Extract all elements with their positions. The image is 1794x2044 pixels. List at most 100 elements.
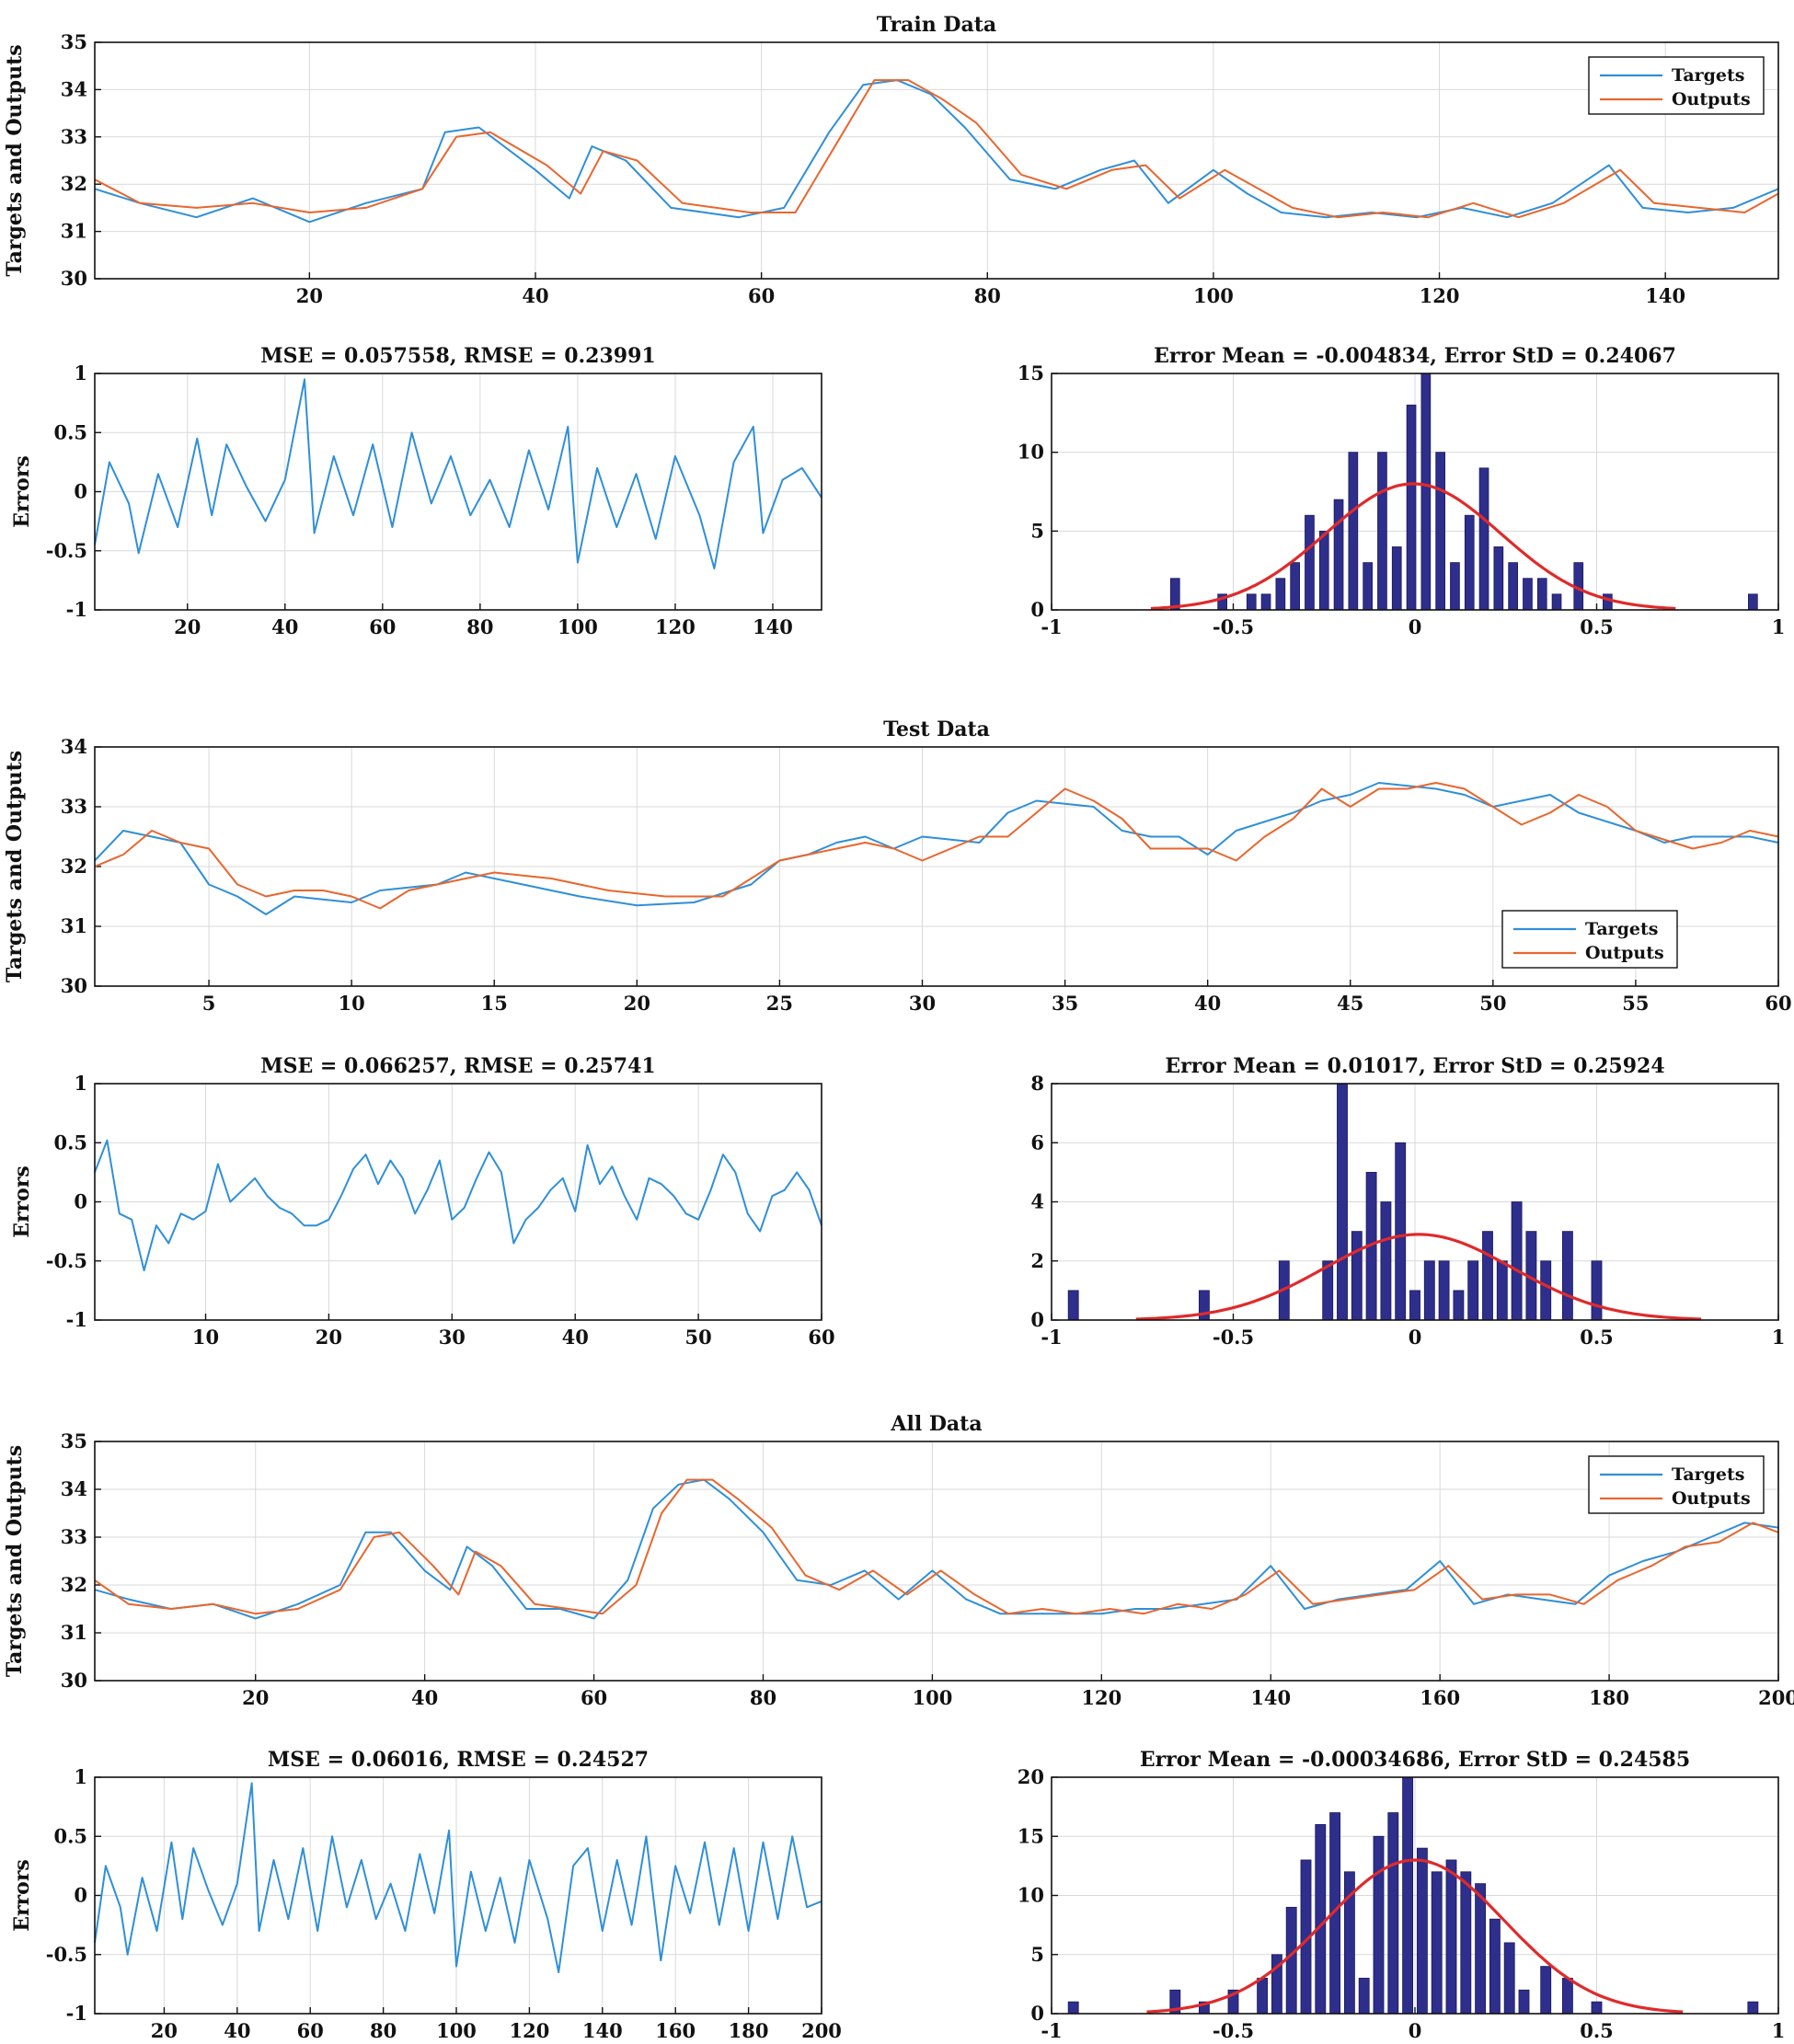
x-tick-label: 20	[316, 1326, 342, 1349]
y-tick-label: 0.5	[53, 1131, 87, 1154]
histogram-bar	[1551, 593, 1562, 611]
y-tick-label: 31	[61, 220, 87, 243]
legend-entry: Targets	[1585, 919, 1659, 939]
x-tick-label: 80	[466, 615, 493, 638]
legend-box	[1588, 56, 1765, 115]
histogram-bar	[1591, 1260, 1603, 1321]
x-tick-label: 10	[192, 1326, 219, 1349]
chart-test-series: 5 10 15 20 25 30 35 40 45 50 55 60 30 31 32 33 34 Test Da…	[3, 718, 1792, 1015]
x-tick-label: 35	[1052, 992, 1078, 1015]
histogram-bar	[1489, 1918, 1501, 2015]
histogram-bar	[1536, 578, 1547, 611]
histogram-bar	[1285, 1906, 1297, 2015]
y-tick-label: 34	[61, 735, 87, 758]
chart-title: MSE = 0.057558, RMSE = 0.23991	[260, 344, 655, 368]
histogram-bar	[1496, 1260, 1508, 1321]
x-tick-label: 160	[1420, 1686, 1460, 1709]
legend: Targets Outputs	[1588, 56, 1765, 115]
x-tick-label: 140	[1250, 1686, 1291, 1709]
histogram-bar	[1467, 1260, 1479, 1321]
y-axis-label: Targets and Outputs	[3, 1445, 27, 1677]
histogram-bar	[1478, 467, 1489, 611]
histogram-bar	[1445, 1859, 1457, 2015]
y-tick-label: -0.5	[46, 539, 87, 562]
legend-entry: Outputs	[1672, 1488, 1751, 1509]
x-tick-label: 180	[1589, 1686, 1629, 1709]
series-line-targets	[94, 1478, 1779, 1620]
x-tick-label: 40	[522, 284, 548, 307]
y-tick-label: 34	[61, 1477, 87, 1500]
histogram-bar	[1423, 1260, 1435, 1321]
histogram-bar	[1438, 1260, 1450, 1321]
y-axis-label: Errors	[10, 455, 34, 528]
x-tick-label: 40	[411, 1686, 438, 1709]
histogram-bar	[1275, 578, 1286, 611]
histogram-bar	[1450, 562, 1460, 611]
y-tick-label: 34	[61, 77, 87, 100]
histogram-bar	[1591, 2001, 1603, 2015]
histogram-bar	[1508, 562, 1518, 611]
x-tick-label: 80	[974, 284, 1001, 307]
histogram-bar	[1431, 1871, 1443, 2015]
histogram-bar	[1348, 452, 1359, 611]
y-tick-label: 0	[1030, 2002, 1044, 2025]
x-tick-label: 60	[581, 1686, 607, 1709]
y-tick-label: 0	[74, 480, 87, 503]
x-tick-label: -1	[1041, 2019, 1062, 2042]
x-tick-label: 40	[224, 2019, 250, 2042]
x-tick-label: 80	[750, 1686, 776, 1709]
y-axis-label: Targets and Outputs	[3, 751, 27, 982]
y-tick-label: -0.5	[46, 1943, 87, 1966]
series-line-errors	[94, 378, 822, 569]
histogram-bar	[1315, 1824, 1327, 2015]
chart-title: Error Mean = -0.004834, Error StD = 0.24…	[1154, 344, 1676, 368]
y-tick-label: 0.5	[53, 1824, 87, 1847]
x-tick-label: 140	[753, 615, 793, 638]
y-tick-label: -1	[66, 598, 87, 621]
histogram-bar	[1377, 452, 1387, 611]
normal-fit-curve	[1150, 482, 1676, 611]
y-tick-label: 1	[74, 1072, 87, 1095]
x-tick-label: 0.5	[1580, 1326, 1614, 1349]
x-tick-label: 0.5	[1580, 615, 1614, 638]
x-tick-label: 140	[582, 2019, 623, 2042]
histogram-bar	[1380, 1201, 1392, 1321]
y-tick-label: -1	[66, 2002, 87, 2025]
histogram-bar	[1464, 514, 1475, 611]
x-tick-label: 20	[151, 2019, 178, 2042]
axes-frame	[1051, 373, 1779, 611]
chart-all-series: 20 40 60 80 100 120 140 160 180 200 30 31 32 33 34 35 Al…	[3, 1412, 1794, 1709]
legend-box	[1588, 1455, 1765, 1514]
x-tick-label: 0	[1409, 2019, 1422, 2042]
histogram-bar	[1561, 1231, 1573, 1321]
x-tick-label: 20	[624, 992, 650, 1015]
x-tick-label: -0.5	[1213, 2019, 1254, 2042]
series-line-errors	[94, 1139, 822, 1271]
x-tick-label: 0	[1409, 615, 1422, 638]
y-tick-label: 10	[1018, 441, 1044, 464]
legend-box	[1501, 910, 1678, 969]
histogram-bar	[1523, 578, 1533, 611]
legend: Targets Outputs	[1501, 910, 1678, 969]
y-tick-label: 31	[61, 1621, 87, 1644]
y-axis-label: Targets and Outputs	[3, 44, 27, 276]
x-tick-label: 1	[1772, 615, 1786, 638]
y-tick-label: -0.5	[46, 1249, 87, 1272]
y-tick-label: 8	[1030, 1072, 1044, 1095]
x-tick-label: 120	[1081, 1686, 1121, 1709]
chart-train-series: 20 40 60 80 100 120 140 30 31 32 33 34 35 Train Data T…	[3, 13, 1779, 307]
legend: Targets Outputs	[1588, 1455, 1765, 1514]
plot-area	[95, 42, 1778, 279]
histogram-bar	[1420, 373, 1432, 611]
y-tick-label: 30	[61, 267, 87, 290]
histogram-bar	[1333, 499, 1344, 611]
x-tick-label: 40	[1194, 992, 1221, 1015]
histogram-bar	[1518, 1989, 1530, 2015]
y-tick-label: 0	[74, 1884, 87, 1907]
y-tick-label: 0	[1030, 598, 1044, 621]
series-line-targets	[94, 79, 1779, 224]
x-tick-label: 40	[562, 1326, 589, 1349]
histogram-bar	[1290, 562, 1300, 611]
y-tick-label: 1	[74, 362, 87, 385]
